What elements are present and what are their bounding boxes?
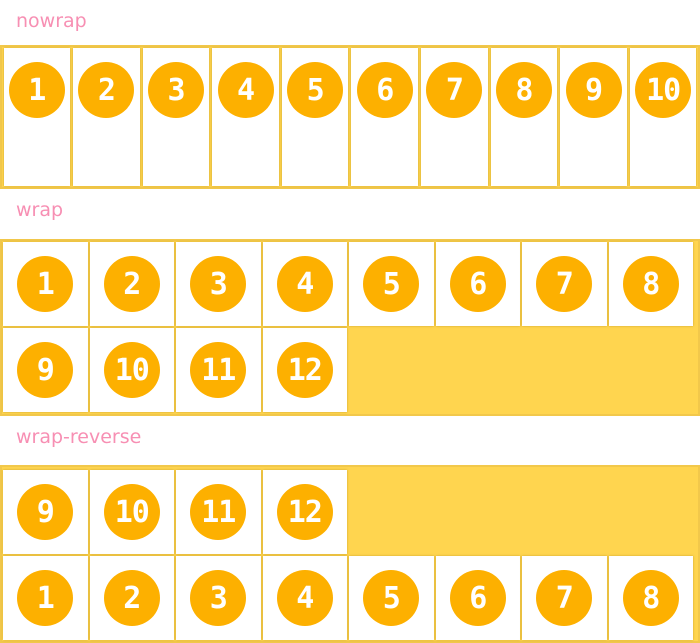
flex-item: 6 — [351, 48, 419, 186]
item-number-badge: 8 — [495, 62, 552, 118]
flex-item: 10 — [89, 470, 174, 554]
flex-item: 9 — [3, 328, 88, 412]
item-number-badge: 6 — [449, 256, 506, 312]
item-number-badge: 4 — [217, 62, 274, 118]
item-number-badge: 12 — [276, 342, 333, 398]
item-number-badge: 7 — [536, 570, 593, 626]
item-number-badge: 3 — [147, 62, 204, 118]
item-number-badge: 12 — [276, 484, 333, 540]
item-number-badge: 10 — [103, 342, 160, 398]
item-number-badge: 5 — [363, 256, 420, 312]
item-number-badge: 2 — [103, 256, 160, 312]
flex-item: 5 — [281, 48, 349, 186]
item-number-badge: 7 — [536, 256, 593, 312]
item-number-badge: 9 — [17, 342, 74, 398]
flex-item: 2 — [89, 556, 174, 640]
flex-item: 8 — [490, 48, 558, 186]
flex-item: 6 — [435, 242, 520, 326]
item-number-badge: 6 — [356, 62, 413, 118]
flex-item: 6 — [435, 556, 520, 640]
item-number-badge: 5 — [287, 62, 344, 118]
flex-item: 3 — [142, 48, 210, 186]
item-number-badge: 4 — [276, 256, 333, 312]
flex-item: 1 — [3, 556, 88, 640]
item-number-badge: 8 — [622, 256, 679, 312]
flex-container-wrap-reverse: 1 2 3 4 5 6 7 8 9 10 11 12 — [0, 465, 700, 643]
flex-item: 4 — [262, 556, 347, 640]
item-number-badge: 1 — [17, 256, 74, 312]
flex-item: 10 — [89, 328, 174, 412]
item-number-badge: 3 — [190, 256, 247, 312]
item-number-badge: 4 — [276, 570, 333, 626]
flex-item: 8 — [608, 242, 693, 326]
flex-container-wrap: 1 2 3 4 5 6 7 8 9 10 11 12 — [0, 239, 700, 416]
item-number-badge: 8 — [622, 570, 679, 626]
item-number-badge: 1 — [17, 570, 74, 626]
flex-item: 1 — [3, 48, 71, 186]
flex-item: 9 — [560, 48, 627, 186]
item-number-badge: 11 — [190, 484, 247, 540]
item-number-badge: 9 — [17, 484, 74, 540]
flex-item: 10 — [629, 48, 697, 186]
flex-container-nowrap: 1 2 3 4 5 6 7 8 9 10 — [0, 45, 700, 189]
item-number-badge: 10 — [103, 484, 160, 540]
flex-item: 12 — [262, 470, 347, 554]
flex-item: 12 — [262, 328, 347, 412]
flex-item: 7 — [421, 48, 488, 186]
item-number-badge: 9 — [565, 62, 622, 118]
flex-item: 11 — [176, 470, 261, 554]
section-label: nowrap — [16, 10, 87, 32]
item-number-badge: 2 — [103, 570, 160, 626]
item-number-badge: 5 — [363, 570, 420, 626]
flex-item: 5 — [349, 556, 434, 640]
flex-item: 9 — [3, 470, 88, 554]
item-number-badge: 10 — [635, 62, 692, 118]
flex-item: 4 — [262, 242, 347, 326]
section-label: wrap-reverse — [16, 426, 142, 448]
flex-item: 1 — [3, 242, 88, 326]
flex-item: 7 — [522, 242, 607, 326]
flex-item: 3 — [176, 242, 261, 326]
item-number-badge: 11 — [190, 342, 247, 398]
flex-item: 11 — [176, 328, 261, 412]
flex-item: 7 — [522, 556, 607, 640]
item-number-badge: 1 — [8, 62, 65, 118]
item-number-badge: 7 — [426, 62, 483, 118]
flex-item: 5 — [349, 242, 434, 326]
flex-item: 2 — [73, 48, 140, 186]
flex-item: 3 — [176, 556, 261, 640]
flex-item: 8 — [608, 556, 693, 640]
section-label: wrap — [16, 199, 64, 221]
item-number-badge: 6 — [449, 570, 506, 626]
flex-item: 2 — [89, 242, 174, 326]
item-number-badge: 2 — [78, 62, 135, 118]
flex-item: 4 — [212, 48, 279, 186]
item-number-badge: 3 — [190, 570, 247, 626]
